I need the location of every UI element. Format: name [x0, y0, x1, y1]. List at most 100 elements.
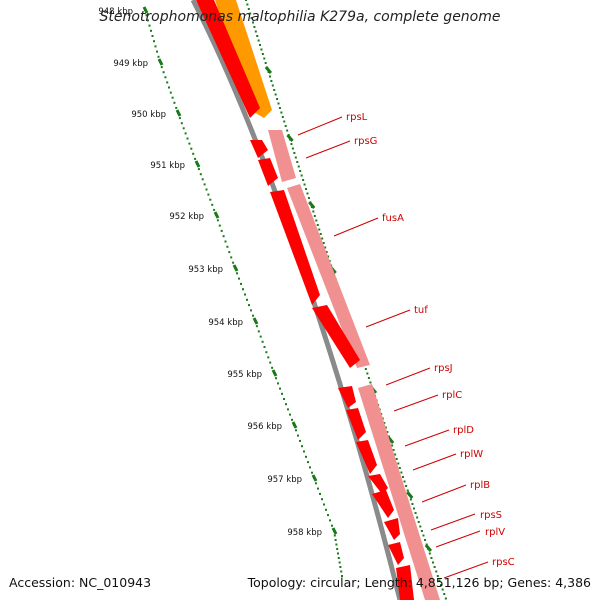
ruler-dot	[323, 503, 325, 506]
ruler-dot	[267, 356, 270, 359]
light-feature-segment	[358, 384, 440, 600]
outer-dot	[398, 467, 401, 469]
outer-dot	[270, 80, 273, 82]
outer-dot	[260, 48, 263, 51]
gene-labels: rpsL rpsG fusA tuf rpsJ rplC rplD rplW rplB rpsS r…	[346, 112, 515, 568]
ruler-dot	[263, 346, 266, 348]
outer-dot	[297, 165, 300, 168]
ruler-dot	[337, 552, 339, 555]
ruler-dot	[271, 366, 274, 369]
ruler-dot	[303, 450, 305, 453]
outer-gc-dots	[245, 0, 447, 600]
outer-dot	[367, 377, 370, 379]
gene-leader	[385, 367, 431, 386]
ruler-dot	[147, 19, 149, 22]
gene-leader	[435, 530, 481, 548]
cds-arrow	[196, 0, 260, 118]
topology-text: Topology: circular; Length: 4,851,126 bp…	[247, 575, 591, 590]
ruler-dot	[307, 461, 309, 464]
outer-dot	[383, 422, 386, 424]
ruler-dot	[228, 251, 231, 254]
ruler-dot	[335, 543, 338, 546]
gene-label: rplD	[453, 425, 474, 436]
outer-dot	[281, 116, 284, 118]
ruler-dot	[325, 508, 327, 511]
outer-dot	[441, 588, 444, 591]
outer-dot	[246, 3, 249, 6]
ruler-dot	[250, 309, 252, 312]
ruler-dot	[244, 293, 246, 296]
light-feature-segment	[268, 130, 296, 182]
outer-dot	[397, 462, 400, 465]
outer-dot	[271, 84, 274, 87]
map-title: Stenotrophomonas maltophilia K279a, comp…	[99, 9, 501, 25]
ruler-dot	[197, 168, 200, 171]
gene-leader-lines	[297, 116, 489, 579]
outer-dot	[277, 102, 280, 105]
ruler-dot	[309, 466, 311, 469]
outer-dot	[422, 534, 425, 537]
ruler-dot	[336, 548, 339, 550]
ruler-tick	[213, 211, 220, 219]
ruler-dot	[337, 557, 340, 559]
outer-dot	[316, 224, 319, 226]
outer-dot	[436, 575, 439, 577]
outer-dot	[273, 89, 276, 91]
outer-dot	[268, 75, 271, 78]
kbp-label: 954 kbp	[208, 318, 243, 328]
kbp-label: 952 kbp	[169, 212, 204, 222]
ruler-dot	[279, 387, 281, 390]
gene-leader	[443, 561, 489, 579]
outer-dot	[249, 12, 252, 15]
cds-arrow	[270, 190, 320, 305]
outer-dot	[406, 489, 409, 492]
ruler-dot	[295, 429, 297, 432]
outer-dot	[400, 471, 403, 474]
ruler-dot	[178, 117, 181, 120]
ruler-dot	[154, 45, 157, 48]
kbp-label: 950 kbp	[131, 110, 166, 120]
outer-dot	[411, 503, 414, 505]
gene-label: rpsJ	[434, 363, 453, 374]
outer-dot	[420, 530, 423, 532]
gene-label: tuf	[414, 305, 428, 316]
genome-backbone	[190, 0, 403, 600]
outer-dot	[369, 381, 372, 384]
cds-arrow	[368, 474, 388, 494]
gene-label: rplC	[442, 390, 462, 401]
ruler-dot	[327, 514, 329, 517]
outer-dot	[428, 552, 431, 555]
outer-dot	[253, 26, 256, 28]
ruler-dot	[186, 137, 189, 140]
ruler-dot	[299, 439, 301, 442]
outer-dot	[305, 188, 308, 190]
ruler-dot	[257, 330, 260, 333]
outer-dot	[440, 584, 443, 586]
ruler-dot	[297, 434, 299, 437]
ruler-tick	[252, 317, 259, 325]
outer-dot	[280, 111, 283, 114]
cds-arrow	[384, 518, 400, 540]
outer-dot	[256, 35, 259, 37]
ruler-dot	[192, 152, 195, 155]
gene-label: rplW	[460, 449, 483, 460]
ruler-dot	[238, 277, 240, 280]
gene-leader	[305, 140, 351, 159]
gene-label: fusA	[382, 213, 404, 224]
ruler-dot	[203, 183, 206, 186]
ruler-dot	[213, 208, 216, 211]
gene-label: rpsC	[492, 557, 515, 568]
outer-tick	[406, 491, 414, 499]
outer-dot	[392, 449, 395, 451]
light-red-feature-band	[268, 130, 440, 600]
outer-dot	[306, 192, 309, 195]
ruler-dot	[157, 55, 160, 58]
outer-dot	[264, 62, 267, 64]
cds-arrow	[346, 408, 366, 440]
outer-dot	[417, 521, 420, 523]
outer-dot	[325, 251, 328, 253]
ruler-dot	[341, 575, 343, 577]
outer-dot	[424, 539, 427, 541]
outer-dot	[247, 8, 250, 10]
ruler-dot	[218, 224, 221, 227]
